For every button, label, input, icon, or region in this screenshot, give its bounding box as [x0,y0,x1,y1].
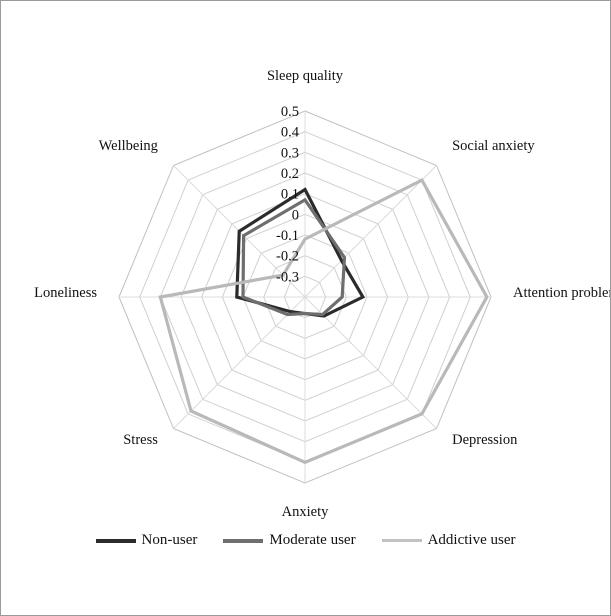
axis-spoke [173,296,306,429]
axis-label-stress: Stress [123,432,158,448]
tick-label: 0 [292,207,299,223]
tick-label-layer: 0.5 0.4 0.3 0.2 0.1 0 -0.1 -0.2 -0.3 [276,104,300,285]
axis-label-sleep-quality: Sleep quality [267,68,344,84]
series-polygon-addictive-user [158,177,489,465]
legend-label-moderate-user: Moderate user [269,532,356,548]
legend-label-addictive-user: Addictive user [427,532,516,548]
axis-spoke [304,296,437,429]
tick-label: -0.3 [276,269,299,285]
axis-label-loneliness: Loneliness [34,285,97,301]
axis-label-social-anxiety: Social anxiety [452,138,535,154]
axis-label-depression: Depression [452,432,518,448]
tick-label: 0.2 [281,166,299,182]
legend-label-non-user: Non-user [141,532,198,548]
axis-label-anxiety: Anxiety [282,504,329,520]
legend-item-non-user[interactable]: Non-user [95,532,198,549]
axis-spoke [304,165,437,298]
axis-label-layer: Sleep quality Social anxiety Attention pro… [34,68,611,520]
legend-swatch-addictive-user [381,539,422,542]
chart-legend: Non-user Moderate user Addictive user [0,532,611,549]
series-polygon-moderate-user [241,197,347,317]
legend-item-addictive-user[interactable]: Addictive user [381,532,516,549]
tick-label: -0.1 [276,228,299,244]
spoke-layer [119,111,491,483]
series-layer [158,177,489,465]
tick-label: 0.4 [281,125,300,141]
axis-label-wellbeing: Wellbeing [99,138,158,154]
tick-label: 0.5 [281,104,299,120]
axis-label-attention-problems: Attention problems [513,285,611,301]
tick-label: 0.1 [281,187,299,203]
legend-swatch-non-user [95,538,136,543]
tick-label: 0.3 [281,145,299,161]
tick-label: -0.2 [276,249,299,265]
legend-swatch-moderate-user [223,538,264,543]
legend-item-moderate-user[interactable]: Moderate user [223,532,356,549]
